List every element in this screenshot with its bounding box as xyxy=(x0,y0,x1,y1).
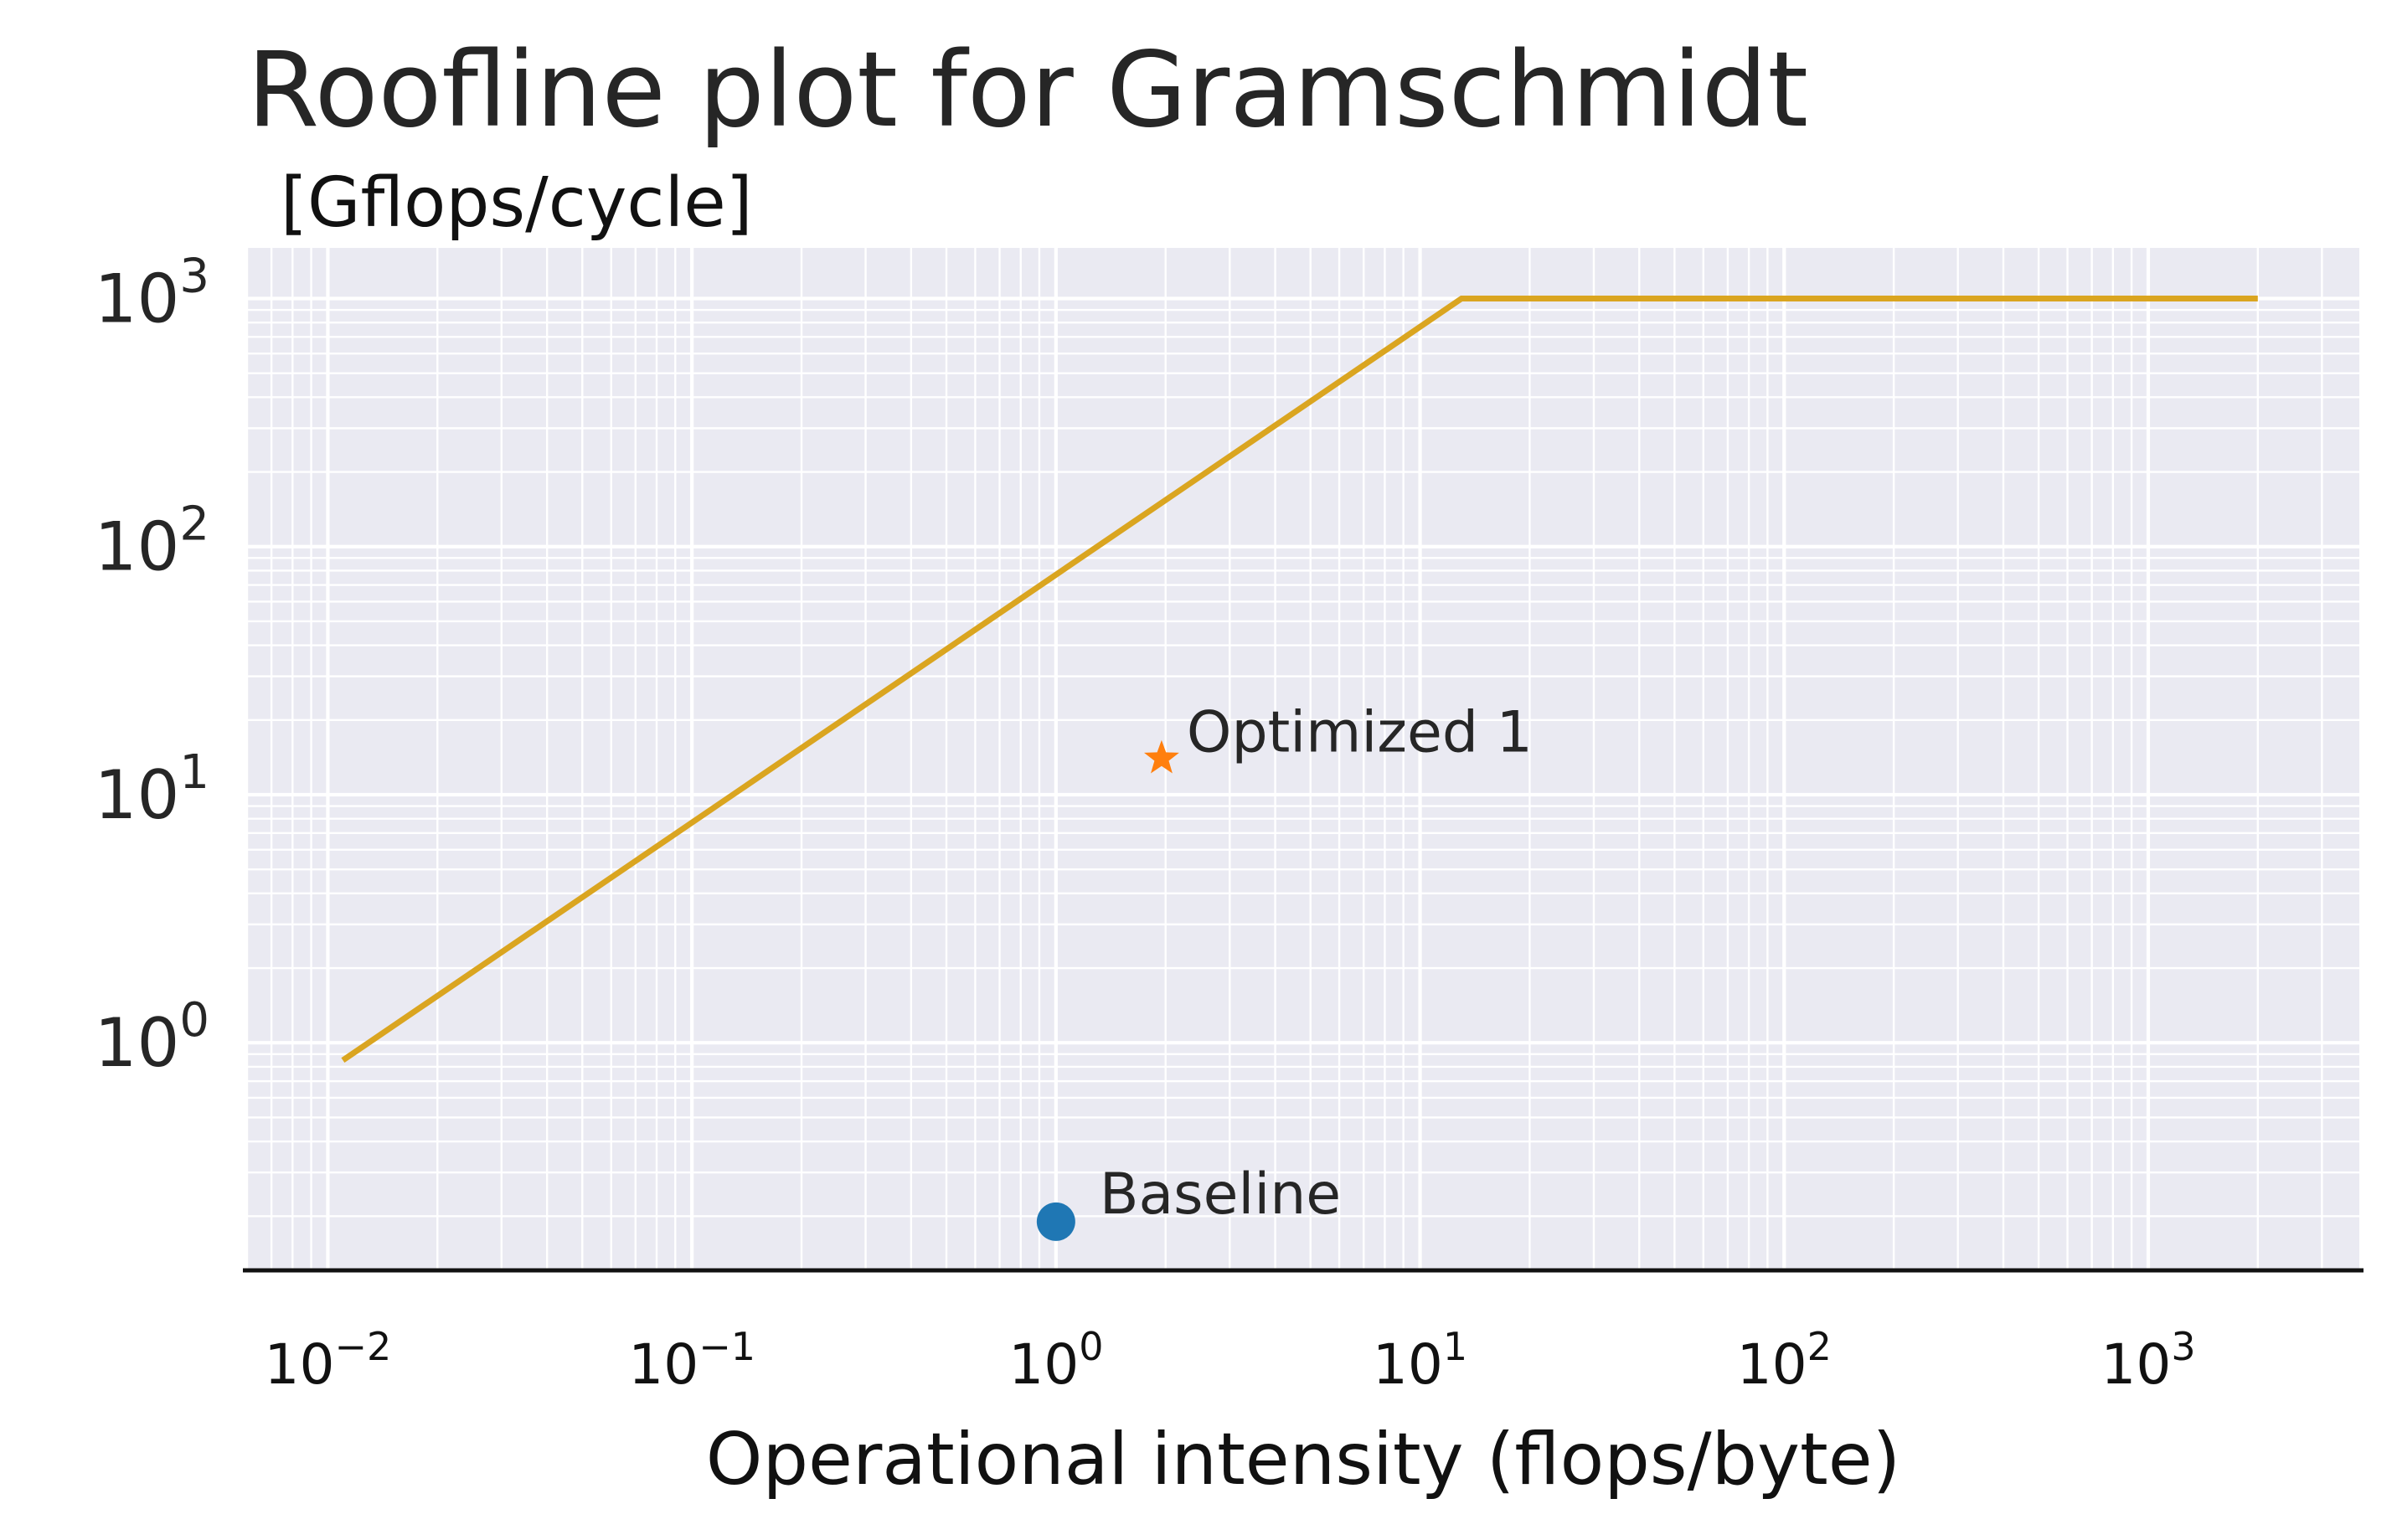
y-tick-labels: 100 101 102 103 xyxy=(95,249,209,1082)
data-marks xyxy=(341,296,2258,1241)
x-tick-label: 10−1 xyxy=(628,1324,755,1397)
y-tick-label: 101 xyxy=(95,745,209,834)
x-tick-label: 10−2 xyxy=(265,1324,392,1397)
x-axis-label: Operational intensity (flops/byte) xyxy=(706,1418,1900,1501)
optimized-1-point xyxy=(1144,739,1179,774)
x-tick-label: 100 xyxy=(1008,1324,1103,1397)
x-tick-label: 103 xyxy=(2101,1324,2195,1397)
minor-grid xyxy=(245,248,2359,1270)
y-tick-label: 102 xyxy=(95,497,209,586)
plot-background xyxy=(247,248,2359,1271)
roofline-line xyxy=(341,296,2258,1063)
x-tick-labels: 10−2 10−1 100 101 102 103 xyxy=(265,1324,2196,1397)
y-tick-label: 100 xyxy=(95,993,209,1082)
y-tick-label: 103 xyxy=(95,249,209,337)
x-tick-label: 102 xyxy=(1737,1324,1832,1397)
annotation-label: Optimized 1 xyxy=(1187,700,1533,766)
x-tick-label: 101 xyxy=(1373,1324,1467,1397)
chart-title: Roofline plot for Gramschmidt xyxy=(247,30,1808,151)
annotation-label: Baseline xyxy=(1100,1161,1341,1228)
baseline-point xyxy=(1036,1202,1075,1241)
annotations: Baseline Optimized 1 xyxy=(1100,700,1533,1228)
y-axis-label: [Gflops/cycle] xyxy=(281,163,753,243)
